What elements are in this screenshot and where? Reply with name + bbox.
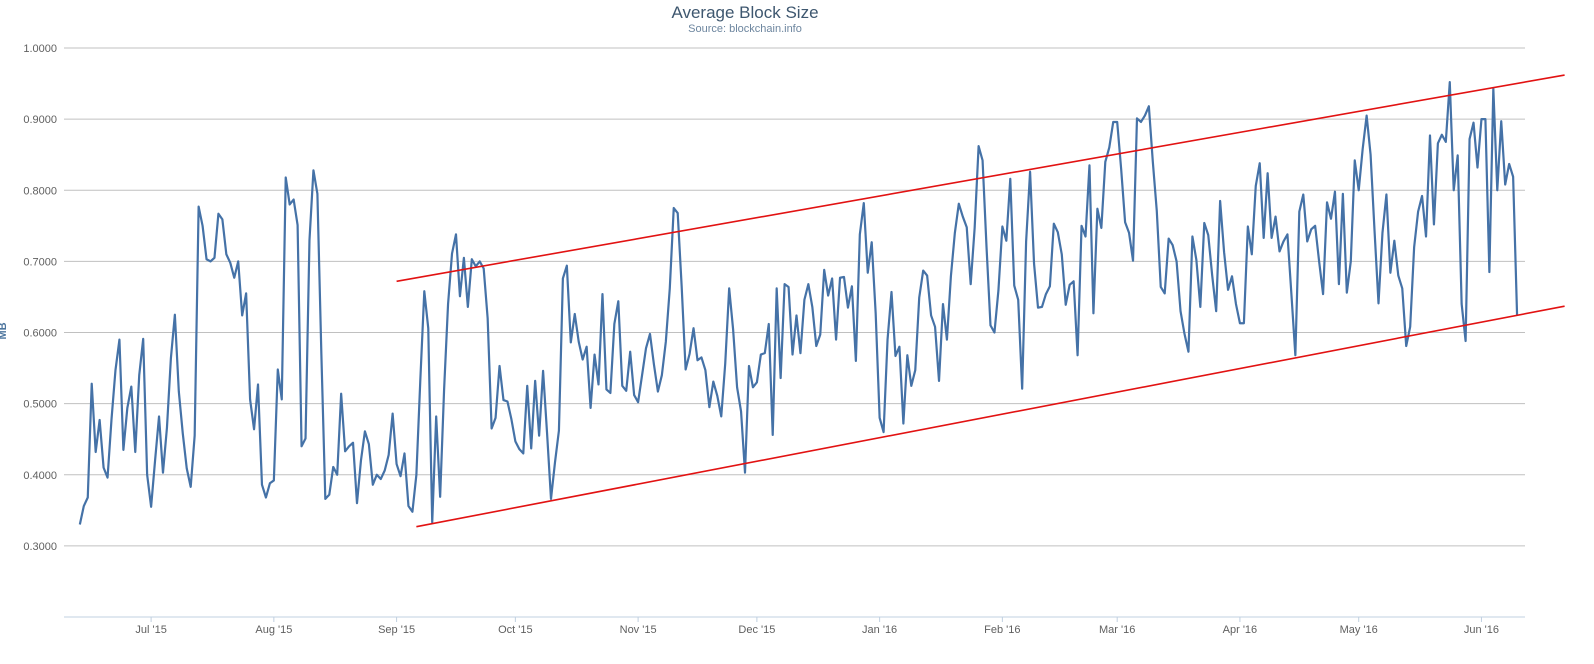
x-tick-label: Feb '16 <box>984 624 1020 636</box>
y-axis-label: MB <box>0 322 9 339</box>
x-tick-label: Dec '15 <box>738 624 775 636</box>
trend-line <box>416 305 1565 528</box>
x-tick-label: Jan '16 <box>862 624 897 636</box>
x-tick-label: Mar '16 <box>1099 624 1135 636</box>
chart-title: Average Block Size <box>671 3 818 22</box>
x-tick-label: Oct '15 <box>498 624 533 636</box>
y-tick-label: 1.0000 <box>23 43 57 55</box>
x-tick-label: May '16 <box>1340 624 1378 636</box>
x-tick-label: Jul '15 <box>135 624 166 636</box>
x-tick-label: Apr '16 <box>1223 624 1258 636</box>
y-tick-label: 0.3000 <box>23 541 57 553</box>
x-tick-label: Nov '15 <box>620 624 657 636</box>
y-tick-label: 0.6000 <box>23 328 57 340</box>
y-axis-ticks: 1.0000 0.9000 0.8000 0.7000 0.6000 0.5000 0.40… <box>23 43 57 553</box>
y-tick-label: 0.5000 <box>23 399 57 411</box>
x-tick-label: Sep '15 <box>378 624 415 636</box>
trend-lines <box>396 74 1565 528</box>
x-tick-label: Jun '16 <box>1464 624 1499 636</box>
series-line <box>78 81 1519 525</box>
y-tick-label: 0.4000 <box>23 470 57 482</box>
y-tick-label: 0.7000 <box>23 256 57 268</box>
x-axis-ticks: Jul '15 Aug '15 Sep '15 Oct '15 Nov '15 Dec '… <box>135 617 1499 636</box>
series-group <box>78 81 1519 525</box>
x-tick-label: Aug '15 <box>255 624 292 636</box>
chart-subtitle: Source: blockchain.info <box>688 23 802 35</box>
y-tick-label: 0.8000 <box>23 185 57 197</box>
trend-line <box>396 74 1565 283</box>
y-tick-label: 0.9000 <box>23 114 57 126</box>
